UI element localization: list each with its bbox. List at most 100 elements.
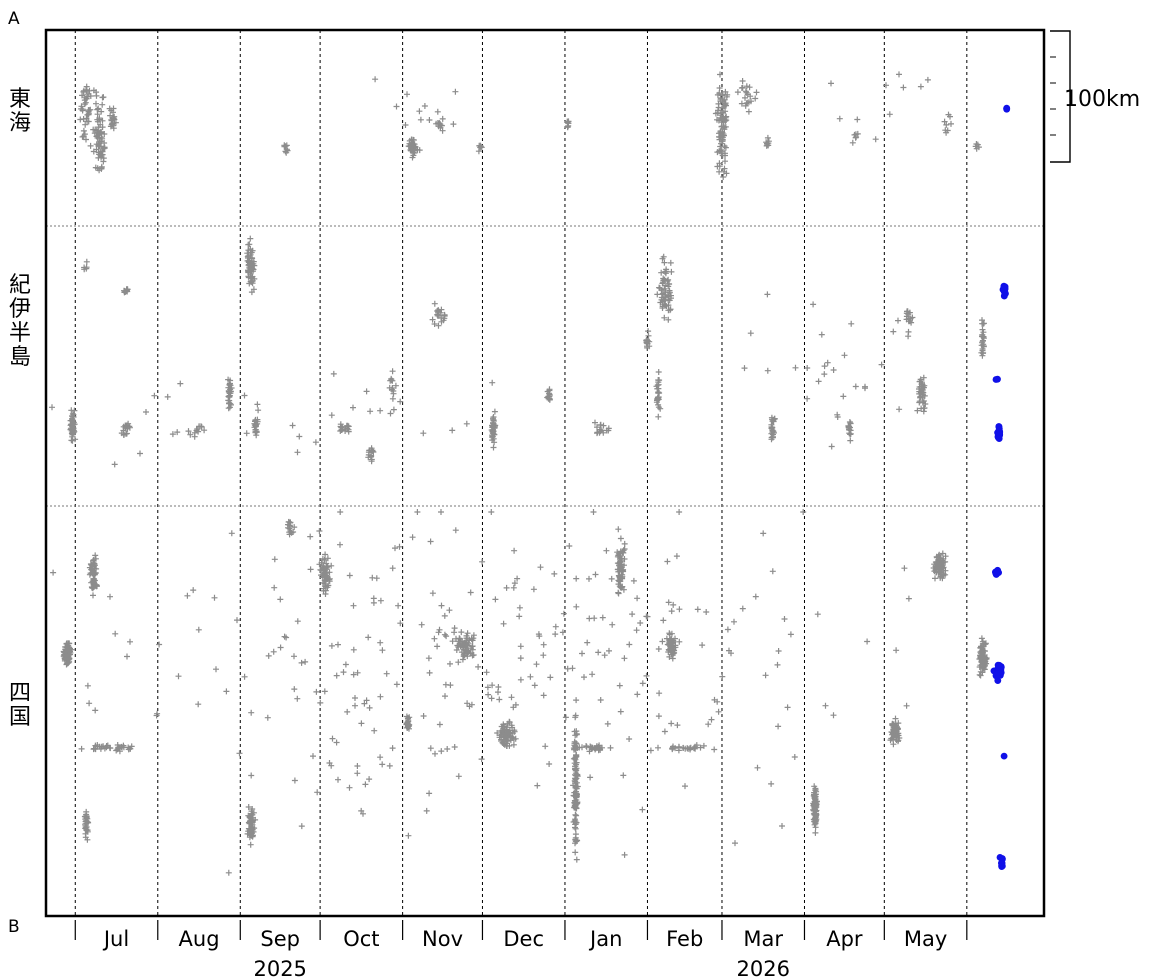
data-point-plus bbox=[485, 691, 492, 698]
data-point-plus bbox=[317, 699, 324, 706]
data-point-plus bbox=[890, 328, 897, 335]
data-point-plus bbox=[822, 702, 829, 709]
data-point-plus bbox=[379, 647, 386, 654]
data-point-plus bbox=[99, 135, 106, 142]
data-point-plus bbox=[243, 430, 250, 437]
data-point-plus bbox=[667, 259, 674, 266]
data-point-plus bbox=[573, 772, 580, 779]
data-point-plus bbox=[655, 413, 662, 420]
plot-frame bbox=[44, 28, 1046, 918]
data-point-plus bbox=[824, 359, 831, 366]
data-point-plus bbox=[663, 635, 670, 642]
data-point-plus bbox=[338, 424, 345, 431]
data-point-plus bbox=[392, 545, 398, 552]
data-point-plus bbox=[455, 659, 462, 666]
data-point-plus bbox=[656, 377, 663, 384]
data-point-plus bbox=[352, 702, 358, 709]
data-point-plus bbox=[764, 140, 770, 147]
data-point-plus bbox=[289, 422, 296, 429]
data-point-plus bbox=[291, 686, 298, 693]
data-point-plus bbox=[851, 131, 858, 138]
data-point-plus bbox=[127, 745, 134, 752]
data-point-plus bbox=[463, 420, 470, 427]
data-point-plus bbox=[468, 645, 474, 652]
data-point-plus bbox=[312, 439, 319, 446]
data-point-plus bbox=[781, 616, 788, 622]
data-point-plus bbox=[490, 414, 497, 420]
data-point-plus bbox=[291, 777, 298, 784]
data-point-plus bbox=[96, 115, 103, 122]
data-point-plus bbox=[50, 569, 57, 576]
data-point-plus bbox=[195, 626, 202, 633]
data-point-plus bbox=[511, 580, 518, 587]
data-point-plus bbox=[668, 268, 675, 275]
data-point-plus bbox=[322, 587, 329, 594]
data-point-plus bbox=[655, 369, 662, 375]
data-point-plus bbox=[319, 555, 326, 562]
data-point-plus bbox=[676, 606, 683, 613]
data-point-plus bbox=[342, 661, 349, 668]
data-point-plus bbox=[573, 793, 580, 800]
data-point-plus bbox=[68, 437, 75, 444]
data-point-plus bbox=[491, 408, 498, 415]
data-point-plus bbox=[458, 629, 465, 636]
data-point-plus bbox=[573, 575, 580, 582]
data-point-plus bbox=[322, 578, 329, 585]
data-point-plus bbox=[534, 782, 541, 789]
data-point-plus bbox=[426, 117, 433, 123]
data-point-plus bbox=[744, 91, 751, 98]
data-point-plus bbox=[891, 727, 898, 734]
data-point-plus bbox=[99, 117, 106, 124]
data-point-plus bbox=[420, 430, 427, 437]
data-point-plus bbox=[184, 592, 191, 599]
data-point-plus bbox=[745, 108, 752, 115]
data-point-plus bbox=[437, 121, 444, 128]
scale-bar-label: 100km bbox=[1064, 87, 1140, 112]
data-point-plus bbox=[626, 736, 633, 742]
data-point-plus bbox=[734, 89, 741, 96]
data-point-plus bbox=[763, 139, 770, 146]
data-point-plus bbox=[545, 395, 552, 402]
data-point-plus bbox=[752, 95, 759, 102]
data-point-plus bbox=[406, 714, 413, 721]
data-point-plus bbox=[120, 744, 127, 751]
data-point-plus bbox=[245, 804, 252, 810]
scale-bar-line bbox=[1050, 30, 1071, 163]
data-point-plus bbox=[246, 257, 253, 264]
year-label: 2025 bbox=[253, 957, 306, 980]
month-label: Apr bbox=[826, 927, 863, 951]
data-point-plus bbox=[739, 605, 746, 612]
data-point-plus bbox=[90, 746, 97, 753]
data-point-plus bbox=[307, 566, 314, 573]
data-point-plus bbox=[847, 431, 854, 438]
data-point-plus bbox=[345, 423, 352, 430]
data-point-plus bbox=[784, 704, 791, 711]
data-point-plus bbox=[277, 596, 284, 603]
data-point-plus bbox=[393, 681, 400, 688]
data-point-plus bbox=[666, 631, 673, 638]
data-point-plus bbox=[453, 647, 460, 653]
data-point-plus bbox=[667, 638, 674, 645]
data-point-plus bbox=[973, 141, 980, 147]
data-point-plus bbox=[319, 565, 326, 572]
data-point-plus bbox=[350, 646, 357, 653]
data-point-plus bbox=[571, 789, 578, 796]
data-point-plus bbox=[723, 102, 729, 109]
data-point-plus bbox=[576, 744, 583, 751]
data-point-plus bbox=[417, 116, 424, 123]
data-point-plus bbox=[377, 754, 384, 761]
data-point-plus bbox=[226, 381, 233, 388]
data-point-plus bbox=[732, 840, 738, 847]
data-point-plus bbox=[234, 617, 240, 624]
data-point-plus bbox=[435, 322, 442, 329]
data-point-plus bbox=[326, 760, 333, 766]
data-point-plus bbox=[864, 638, 871, 645]
data-point-plus bbox=[672, 635, 678, 642]
data-point-plus bbox=[719, 673, 726, 680]
data-point-plus bbox=[979, 352, 986, 359]
data-point-plus bbox=[246, 827, 253, 833]
data-point-plus bbox=[921, 392, 928, 399]
data-point-plus bbox=[768, 434, 775, 441]
data-point-plus bbox=[79, 107, 86, 114]
data-point-plus bbox=[818, 331, 825, 338]
